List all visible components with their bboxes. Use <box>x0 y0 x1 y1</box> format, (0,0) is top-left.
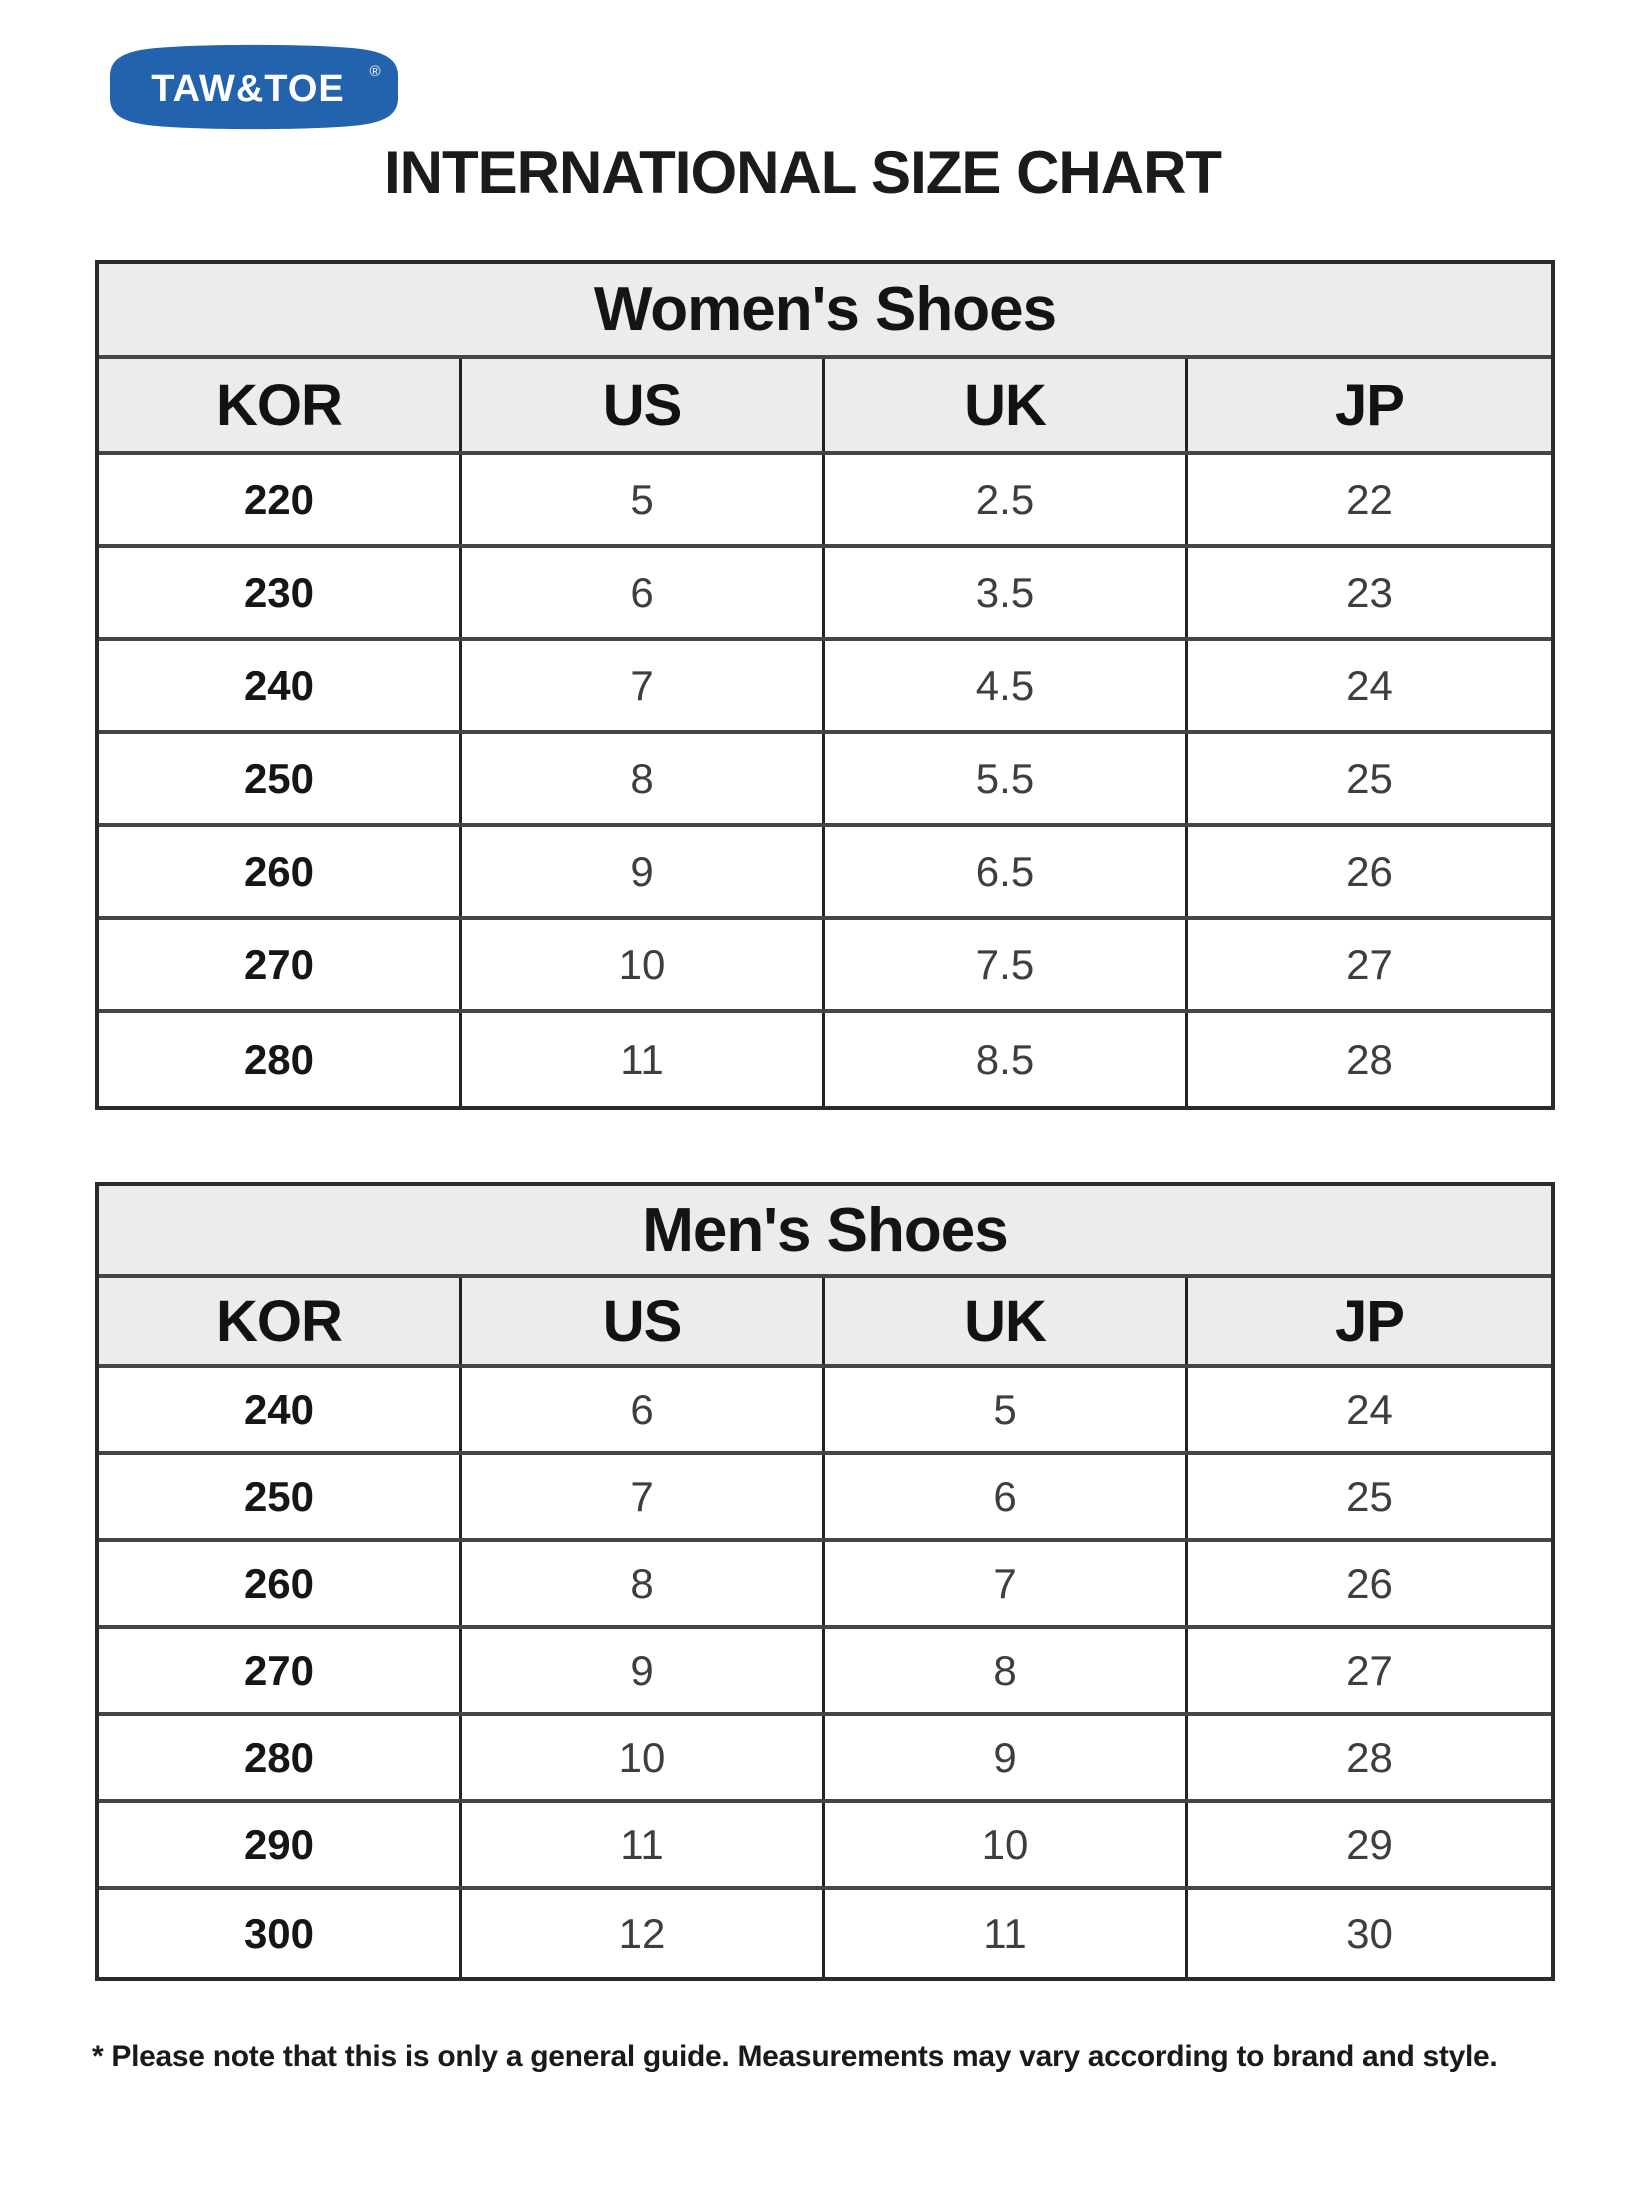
logo-text: TAW&TOE <box>151 68 344 110</box>
table-cell: 280 <box>99 1716 462 1799</box>
table-row: 220 5 2.5 22 <box>99 455 1551 548</box>
table-cell: 27 <box>1346 940 1393 988</box>
table-cell: 8 <box>462 1542 825 1625</box>
table-cell: 220 <box>99 455 462 544</box>
table-cell: 4.5 <box>825 641 1188 730</box>
mens-table-title: Men's Shoes <box>99 1186 1551 1278</box>
table-cell: 5 <box>825 1368 1188 1451</box>
mens-shoes-table: Men's Shoes KOR US UK JP 240 6 5 24 250 7 6 25 260 8… <box>95 1182 1555 1981</box>
table-cell: 7.5 <box>825 920 1188 1009</box>
table-cell: 11 <box>462 1803 825 1886</box>
table-row: 260 9 6.5 26 <box>99 827 1551 920</box>
table-cell: 270 <box>99 1629 462 1712</box>
table-cell: 8 <box>825 1629 1188 1712</box>
mens-table-header-row: KOR US UK JP <box>99 1278 1551 1368</box>
table-cell: 6 <box>825 1455 1188 1538</box>
table-cell: 6 <box>462 548 825 637</box>
table-cell: 23 <box>1346 568 1393 616</box>
womens-table-title: Women's Shoes <box>99 264 1551 359</box>
column-header-uk: UK <box>825 359 1188 451</box>
table-cell: 10 <box>462 920 825 1009</box>
table-cell: 25 <box>1346 754 1393 802</box>
column-header-kor: KOR <box>99 1278 462 1364</box>
column-header-jp: JP <box>1335 372 1405 438</box>
table-row: 250 7 6 25 <box>99 1455 1551 1542</box>
table-cell: 9 <box>462 1629 825 1712</box>
table-cell: 7 <box>825 1542 1188 1625</box>
table-cell: 9 <box>462 827 825 916</box>
table-cell: 260 <box>99 1542 462 1625</box>
table-cell: 230 <box>99 548 462 637</box>
table-cell: 24 <box>1346 1385 1393 1433</box>
column-header-jp: JP <box>1335 1288 1405 1354</box>
table-cell: 30 <box>1346 1909 1393 1957</box>
table-row: 290 11 10 29 <box>99 1803 1551 1890</box>
table-cell: 240 <box>99 1368 462 1451</box>
table-cell: 26 <box>1346 1559 1393 1607</box>
table-cell: 260 <box>99 827 462 916</box>
table-row: 240 7 4.5 24 <box>99 641 1551 734</box>
column-header-kor: KOR <box>99 359 462 451</box>
table-cell: 11 <box>825 1890 1188 1977</box>
table-row: 260 8 7 26 <box>99 1542 1551 1629</box>
table-cell: 250 <box>99 734 462 823</box>
table-cell: 12 <box>462 1890 825 1977</box>
table-cell: 11 <box>462 1013 825 1106</box>
table-cell: 2.5 <box>825 455 1188 544</box>
table-cell: 300 <box>99 1890 462 1977</box>
table-cell: 250 <box>99 1455 462 1538</box>
table-row: 250 8 5.5 25 <box>99 734 1551 827</box>
table-row: 230 6 3.5 23 <box>99 548 1551 641</box>
womens-table-header-row: KOR US UK JP <box>99 359 1551 455</box>
column-header-uk: UK <box>825 1278 1188 1364</box>
table-cell: 10 <box>462 1716 825 1799</box>
womens-shoes-table: Women's Shoes KOR US UK JP 220 5 2.5 22 230 6 3.5… <box>95 260 1555 1110</box>
column-header-us: US <box>462 1278 825 1364</box>
table-row: 270 9 8 27 <box>99 1629 1551 1716</box>
taw-and-toe-logo: TAW&TOE ® <box>110 44 398 130</box>
table-cell: 280 <box>99 1013 462 1106</box>
page-title: INTERNATIONAL SIZE CHART <box>383 139 1222 206</box>
table-cell: 6.5 <box>825 827 1188 916</box>
table-row: 280 11 8.5 28 <box>99 1013 1551 1106</box>
table-row: 270 10 7.5 27 <box>99 920 1551 1013</box>
table-cell: 9 <box>825 1716 1188 1799</box>
table-cell: 290 <box>99 1803 462 1886</box>
table-cell: 8.5 <box>825 1013 1188 1106</box>
table-row: 280 10 9 28 <box>99 1716 1551 1803</box>
table-cell: 8 <box>462 734 825 823</box>
table-cell: 5 <box>462 455 825 544</box>
table-cell: 25 <box>1346 1472 1393 1520</box>
table-cell: 7 <box>462 641 825 730</box>
table-cell: 28 <box>1346 1733 1393 1781</box>
column-header-us: US <box>462 359 825 451</box>
table-cell: 7 <box>462 1455 825 1538</box>
table-cell: 3.5 <box>825 548 1188 637</box>
logo-badge-shape <box>110 44 398 130</box>
table-cell: 22 <box>1346 475 1393 523</box>
table-cell: 5.5 <box>825 734 1188 823</box>
table-row: 240 6 5 24 <box>99 1368 1551 1455</box>
table-cell: 26 <box>1346 847 1393 895</box>
registered-trademark-icon: ® <box>369 63 380 80</box>
womens-table-body: 220 5 2.5 22 230 6 3.5 23 240 7 4.5 24 250 8 5.5 25 260 9… <box>99 455 1551 1106</box>
table-row: 300 12 11 30 <box>99 1890 1551 1977</box>
table-cell: 10 <box>825 1803 1188 1886</box>
footnote-text: * Please note that this is only a genera… <box>92 2040 1498 2073</box>
table-cell: 28 <box>1346 1035 1393 1083</box>
table-cell: 29 <box>1346 1820 1393 1868</box>
table-cell: 6 <box>462 1368 825 1451</box>
table-cell: 24 <box>1346 661 1393 709</box>
mens-table-body: 240 6 5 24 250 7 6 25 260 8 7 26 270 9 8 27 280 10 9 28 290 1… <box>99 1368 1551 1977</box>
table-cell: 27 <box>1346 1646 1393 1694</box>
table-cell: 240 <box>99 641 462 730</box>
table-cell: 270 <box>99 920 462 1009</box>
